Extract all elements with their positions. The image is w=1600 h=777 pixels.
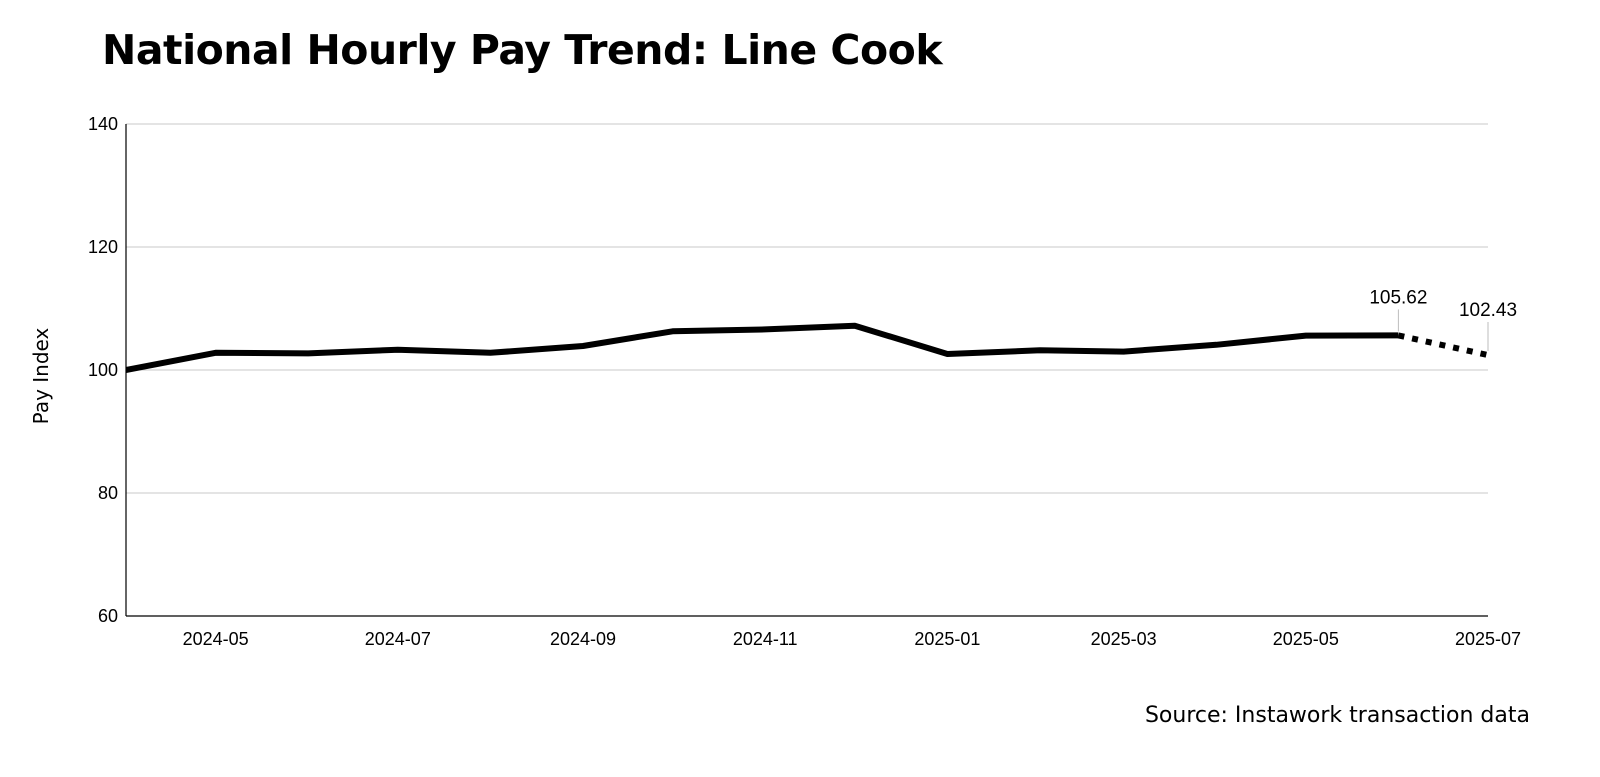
- x-tick-label: 2024-07: [365, 629, 431, 649]
- x-tick-label: 2024-05: [183, 629, 249, 649]
- forecast-line: [1397, 332, 1489, 359]
- data-labels: 105.62 102.43: [1369, 287, 1517, 352]
- x-tick-label: 2025-05: [1273, 629, 1339, 649]
- x-tick-label: 2025-01: [914, 629, 980, 649]
- source-note: Source: Instawork transaction data: [1144, 703, 1530, 728]
- y-tick-label: 120: [88, 237, 118, 257]
- pay-index-line: [125, 322, 1399, 373]
- data-label: 105.62: [1369, 287, 1427, 308]
- series-lines: [125, 322, 1489, 373]
- x-tick-label: 2025-03: [1091, 629, 1157, 649]
- axes: 60 80 100 120 140 2024-05 2024-07 2024-09 2024-1…: [88, 114, 1521, 649]
- x-tick-label: 2025-07: [1455, 629, 1521, 649]
- grid-lines: [126, 123, 1488, 494]
- x-tick-label: 2024-11: [733, 629, 798, 649]
- chart-title: National Hourly Pay Trend: Line Cook: [102, 26, 943, 74]
- y-tick-label: 140: [88, 114, 118, 134]
- y-tick-label: 60: [98, 606, 118, 626]
- y-tick-label: 80: [98, 483, 118, 503]
- x-tick-label: 2024-09: [550, 629, 616, 649]
- y-tick-label: 100: [88, 360, 118, 380]
- y-axis-title: Pay Index: [29, 328, 53, 425]
- data-label: 102.43: [1459, 300, 1517, 321]
